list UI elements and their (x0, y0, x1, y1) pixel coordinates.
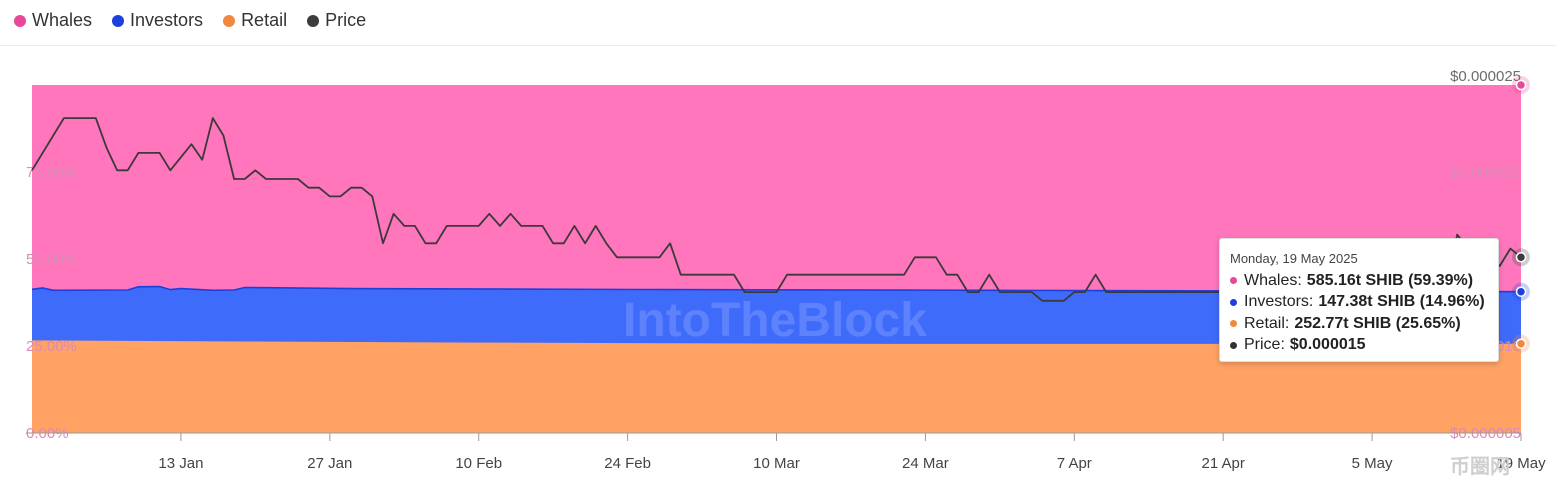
tooltip-row-retail: Retail: 252.77t SHIB (25.65%) (1230, 313, 1488, 335)
tooltip-label-whales: Whales: (1244, 271, 1302, 289)
legend-label-price: Price (325, 10, 367, 30)
legend-label-whales: Whales (32, 10, 93, 30)
tooltip-dot-retail (1230, 320, 1237, 328)
chart-legend: Whales Investors Retail Price (14, 10, 366, 31)
legend-item-investors[interactable]: Investors (112, 10, 203, 31)
x-tick-label: 10 Feb (455, 455, 502, 472)
legend-label-investors: Investors (130, 10, 204, 30)
tooltip-row-whales: Whales: 585.16t SHIB (59.39%) (1230, 270, 1488, 292)
x-tick-label: 21 Apr (1202, 455, 1245, 472)
x-tick-label: 19 May (1496, 455, 1546, 472)
price-line (31, 117, 1522, 302)
price-hover-marker (1512, 248, 1530, 267)
tooltip-label-price: Price: (1244, 336, 1285, 354)
x-tick-label: 7 Apr (1057, 455, 1092, 472)
legend-item-price[interactable]: Price (307, 10, 366, 31)
tooltip-row-price: Price: $0.000015 (1230, 335, 1488, 357)
investors-hover-marker (1512, 282, 1530, 301)
x-tick-label: 24 Mar (902, 455, 949, 472)
legend-item-retail[interactable]: Retail (223, 10, 287, 31)
tooltip-row-investors: Investors: 147.38t SHIB (14.96%) (1230, 292, 1488, 314)
intotheblock-watermark: IntoTheBlock (623, 294, 927, 347)
y-right-tick-label: $0.000020 (1450, 164, 1521, 181)
tooltip-value-retail: 252.77t SHIB (25.65%) (1294, 314, 1461, 332)
x-tick-label: 27 Jan (307, 455, 352, 472)
tooltip-date: Monday, 19 May 2025 (1230, 251, 1358, 266)
y-right-tick-label: $0.000025 (1450, 68, 1521, 85)
corner-watermark: 币圈网 (1450, 456, 1510, 478)
x-tick-label: 5 May (1352, 455, 1393, 472)
retail-area (32, 340, 1521, 433)
retail-legend-marker (223, 14, 236, 27)
legend-label-retail: Retail (241, 10, 288, 30)
investors-boundary-line (31, 285, 1522, 293)
tooltip-label-retail: Retail: (1244, 314, 1290, 332)
tooltip-dot-whales (1230, 277, 1237, 285)
whales-hover-marker (1512, 76, 1530, 94)
y-left-tick-label: 50.00% (26, 251, 77, 268)
x-tick-label: 24 Feb (604, 455, 651, 472)
y-left-tick-label: 25.00% (26, 338, 77, 355)
tooltip-dot-price (1230, 341, 1237, 349)
tooltip-value-investors: 147.38t SHIB (14.96%) (1318, 293, 1485, 311)
y-left-tick-label: 75.00% (26, 164, 77, 181)
tooltip-value-whales: 585.16t SHIB (59.39%) (1306, 271, 1474, 289)
legend-divider (0, 45, 1556, 46)
tooltip-value-price: $0.000015 (1289, 336, 1366, 354)
hover-tooltip: Monday, 19 May 2025 Whales: 585.16t SHIB… (1219, 238, 1499, 362)
investors-legend-marker (112, 14, 125, 27)
retail-hover-marker (1512, 334, 1530, 353)
whales-legend-marker (14, 14, 26, 27)
x-tick-label: 13 Jan (158, 455, 203, 472)
tooltip-dot-investors (1230, 298, 1237, 306)
tooltip-label-investors: Investors: (1244, 293, 1314, 311)
x-tick-label: 10 Mar (753, 455, 800, 472)
legend-item-whales[interactable]: Whales (14, 10, 92, 31)
price-legend-marker (307, 14, 320, 27)
